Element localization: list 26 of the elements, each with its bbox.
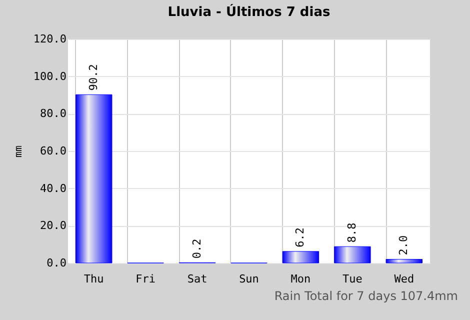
bar [386, 259, 422, 264]
y-tick-label: 20.0 [40, 219, 66, 232]
y-tick-label: 120.0 [33, 32, 66, 46]
x-tick-label: Tue [342, 272, 362, 286]
bar [282, 251, 320, 264]
data-label: 6.2 [294, 228, 307, 248]
text: Rain Total for 7 days 107.4mm [274, 289, 458, 303]
chart-title: Lluvia - Últimos 7 dias [168, 3, 330, 20]
y-tick-label: 0.0 [46, 256, 66, 270]
bar [334, 246, 371, 264]
x-tick-label: Sun [239, 272, 259, 286]
y-tick-label: 80.0 [40, 107, 66, 120]
data-label: 90.2 [86, 64, 100, 91]
x-tick-label: Mon [290, 272, 311, 286]
data-label: 2.0 [397, 235, 410, 256]
data-label: 0.2 [190, 238, 204, 259]
x-tick-label: Fri [136, 272, 156, 286]
y-tick-label: 60.0 [40, 144, 66, 158]
y-tick-label: 40.0 [40, 182, 66, 195]
y-tick-label: 100.0 [33, 70, 66, 83]
x-tick-label: Sat [187, 272, 208, 286]
x-tick-label: Thu [84, 272, 104, 286]
x-tick-label: Wed [394, 272, 414, 286]
bar [76, 94, 112, 264]
y-axis-title: mm [13, 145, 24, 158]
data-label: 8.8 [345, 222, 358, 243]
